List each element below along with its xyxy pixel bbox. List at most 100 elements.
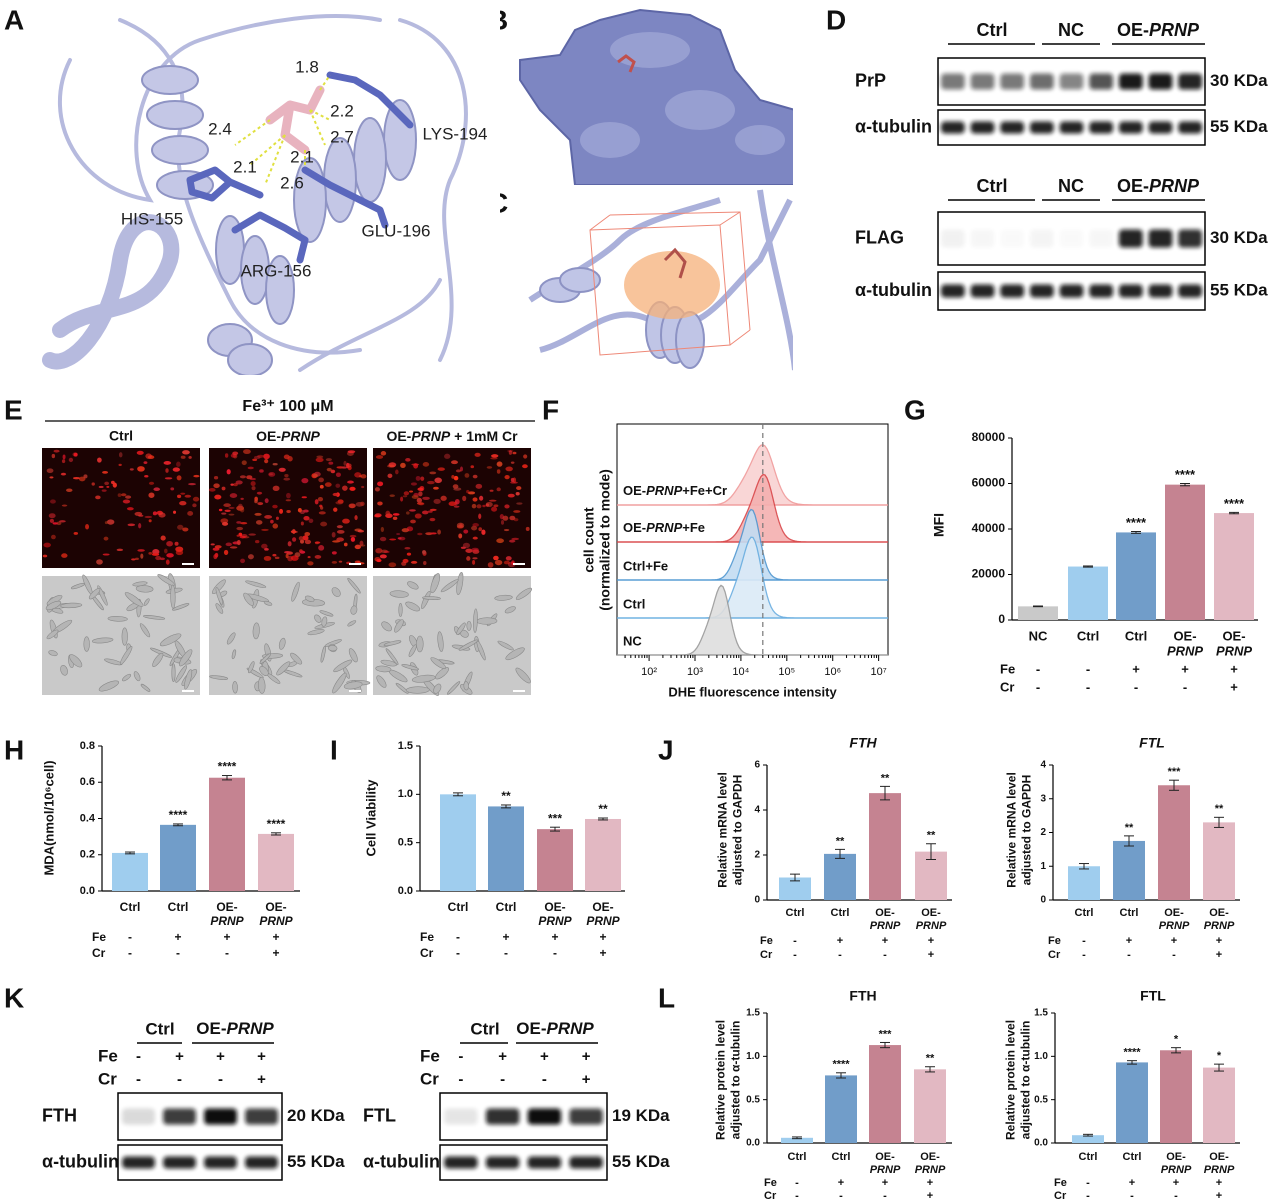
row-label: FLAG xyxy=(855,227,904,247)
cell xyxy=(264,459,269,464)
cell-outline xyxy=(152,652,164,667)
treatment-sign: - xyxy=(504,946,508,960)
cell xyxy=(68,457,74,463)
cell xyxy=(379,536,387,542)
cell xyxy=(396,532,401,535)
cell xyxy=(228,513,235,516)
cell xyxy=(129,468,134,471)
cell xyxy=(179,501,187,506)
size-label: 55 KDa xyxy=(287,1152,345,1171)
cell xyxy=(502,515,509,521)
group-label: NC xyxy=(1058,176,1084,196)
x-tick-label: PRNP xyxy=(915,1164,946,1176)
cell xyxy=(318,477,324,483)
cell-outline xyxy=(430,573,441,594)
treatment-sign: + xyxy=(175,1048,184,1065)
cell xyxy=(400,496,404,502)
cell xyxy=(472,523,479,527)
cell xyxy=(470,465,475,469)
group-label-part: OE- xyxy=(196,1019,226,1038)
significance-label: ** xyxy=(881,772,890,784)
treatment-sign: - xyxy=(458,1048,463,1065)
cell xyxy=(350,536,356,542)
cell xyxy=(174,541,179,546)
significance-label: * xyxy=(1217,1050,1222,1062)
band xyxy=(122,1108,155,1125)
cell xyxy=(433,498,441,504)
band xyxy=(444,1108,478,1125)
band xyxy=(1118,73,1143,90)
cell-outline xyxy=(407,581,419,590)
x-tick-label-group: OE-PRNP xyxy=(1204,1151,1235,1176)
group-label: NC xyxy=(1058,20,1084,40)
y-tick-label: 2 xyxy=(754,850,760,861)
cell xyxy=(278,467,286,472)
panel-letter: I xyxy=(330,734,338,765)
bar xyxy=(825,1075,857,1143)
treatment-sign: + xyxy=(1132,661,1140,676)
panel-letter: G xyxy=(904,394,926,425)
cell xyxy=(95,495,101,500)
panel-letter: E xyxy=(4,394,23,425)
cell-outline xyxy=(447,681,461,695)
band xyxy=(163,1156,196,1169)
treatment-sign: - xyxy=(795,1190,799,1202)
distance-label: 2.4 xyxy=(208,119,232,138)
treatment-sign: - xyxy=(1082,935,1086,947)
x-tick-label: 10² xyxy=(641,666,657,678)
cell xyxy=(125,495,132,499)
treatment-sign: + xyxy=(928,949,934,961)
cell-outline xyxy=(172,603,190,611)
cell-outline xyxy=(70,583,86,590)
band xyxy=(1000,121,1025,134)
group-label-part: PRNP xyxy=(1149,20,1200,40)
cell-outline xyxy=(347,620,357,627)
cell xyxy=(494,559,503,566)
cell xyxy=(193,474,200,478)
x-tick-label-group: Ctrl xyxy=(788,1151,807,1163)
cell-outline xyxy=(375,665,392,673)
treatment-sign: - xyxy=(839,1190,843,1202)
cell xyxy=(308,518,314,523)
chart-title: FTL xyxy=(1139,735,1165,751)
cell xyxy=(187,511,194,516)
treatment-name: Fe xyxy=(760,935,773,947)
treatment-sign: + xyxy=(599,930,606,944)
cell xyxy=(465,548,473,553)
x-tick-label: Ctrl xyxy=(1075,907,1094,919)
cell xyxy=(429,471,437,475)
cell xyxy=(392,516,398,520)
x-tick-label: NC xyxy=(1029,628,1048,643)
y-axis-label: Relative mRNA level xyxy=(716,772,730,888)
cell xyxy=(479,495,484,501)
cell-outline xyxy=(259,666,269,676)
x-tick-label-group: Ctrl xyxy=(831,907,850,919)
cell xyxy=(336,525,343,529)
cell-outline xyxy=(319,610,334,617)
cell xyxy=(184,494,192,498)
cell xyxy=(272,553,277,557)
y-tick-label: 2 xyxy=(1040,827,1046,838)
x-tick-label-group: Ctrl xyxy=(1077,628,1099,643)
column-label-part: PRNP xyxy=(281,428,321,444)
cell-outline xyxy=(291,581,300,602)
group-label: OE-PRNP xyxy=(1117,176,1200,196)
cell xyxy=(165,559,170,565)
treatment-name: Fe xyxy=(1054,1177,1067,1189)
band xyxy=(163,1108,196,1125)
cell xyxy=(466,556,471,561)
cell xyxy=(118,463,122,467)
cell xyxy=(488,499,497,502)
panel-letter: J xyxy=(658,734,674,765)
bar xyxy=(1214,513,1254,620)
cell xyxy=(317,497,324,502)
cell xyxy=(176,461,181,467)
cell xyxy=(342,485,348,491)
bar xyxy=(781,1137,813,1143)
treatment-sign: + xyxy=(272,946,279,960)
cell-outline xyxy=(243,592,254,606)
bar xyxy=(1018,606,1058,620)
cell-outline xyxy=(383,640,402,647)
cell xyxy=(516,486,522,491)
cell xyxy=(272,504,278,509)
